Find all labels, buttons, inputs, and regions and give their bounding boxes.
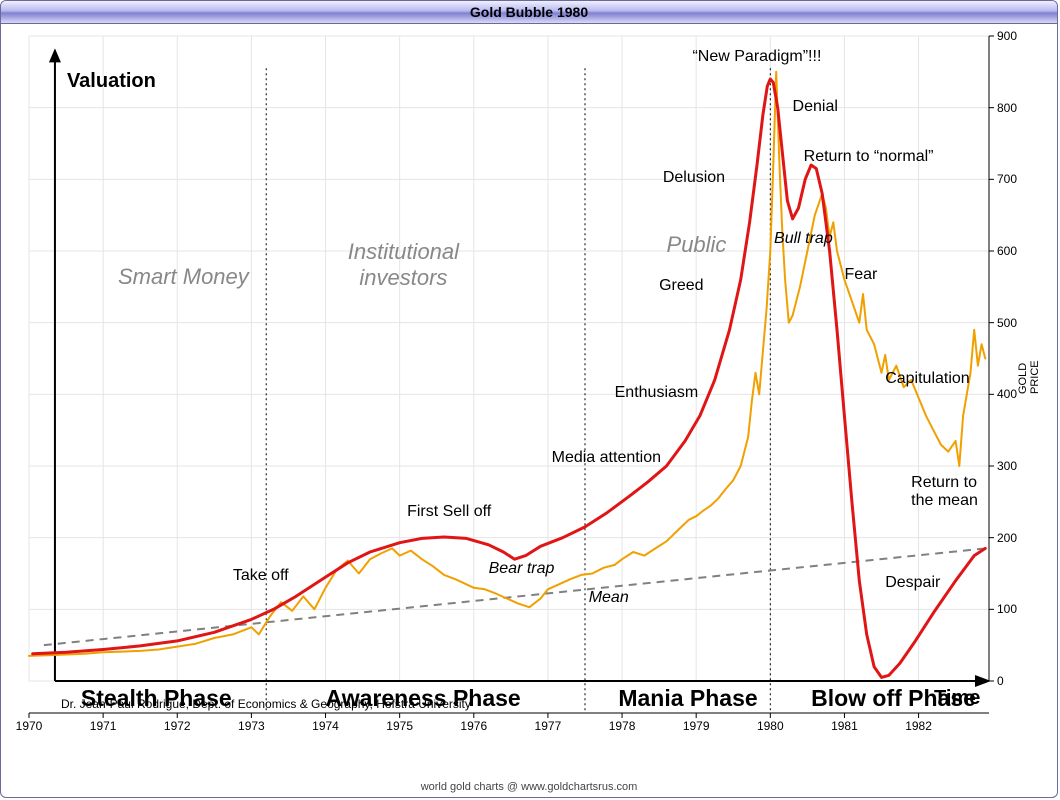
footer-credit: world gold charts @ www.goldchartsrus.co…	[1, 781, 1057, 793]
valuation-axis-label: Valuation	[67, 70, 156, 93]
gold-price-axis-label: GOLD PRICE	[1017, 361, 1041, 395]
chart-window: Gold Bubble 1980 01002003004005006007008…	[0, 0, 1058, 798]
time-axis-label: Time	[934, 687, 980, 710]
chart-svg	[19, 31, 1019, 751]
window-title: Gold Bubble 1980	[1, 1, 1057, 24]
source-credit: Dr. Jean-Paul Rodrigue, Dept. of Economi…	[61, 697, 471, 711]
plot-area: 0100200300400500600700800900197019711972…	[19, 31, 1019, 751]
